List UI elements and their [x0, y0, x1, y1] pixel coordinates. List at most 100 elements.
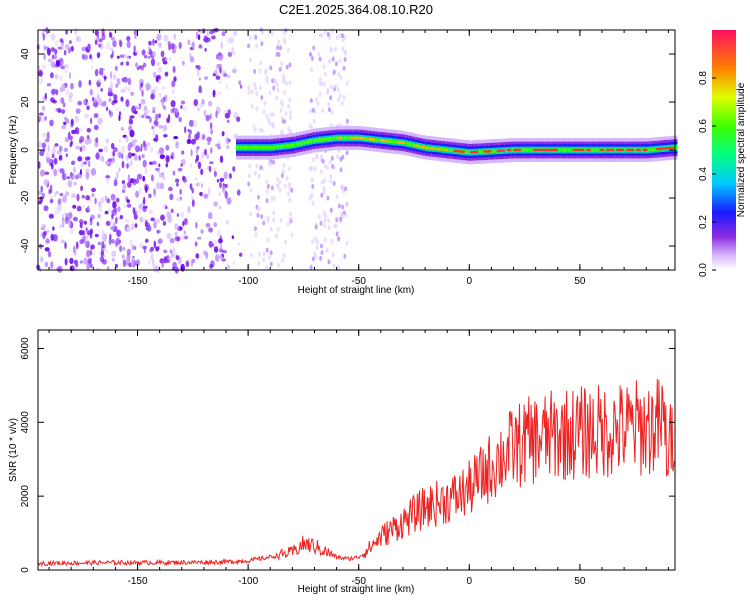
noise-band-blob [335, 35, 339, 40]
noise-band-blob [286, 47, 290, 53]
noise-band-blob [332, 181, 336, 186]
colorbar-tick-label: 0.8 [698, 71, 709, 85]
ridge-segment [282, 144, 286, 148]
noise-band-blob [318, 91, 322, 97]
colorbar-tick-label: 0.4 [698, 167, 709, 181]
noise-blob [100, 42, 104, 50]
noise-blob [69, 229, 74, 235]
noise-blob [205, 114, 210, 122]
noise-blob [95, 137, 99, 143]
ridge-peak [579, 148, 586, 152]
spectrogram-xtick-label: 0 [467, 276, 473, 287]
noise-blob [199, 191, 203, 197]
noise-blob [151, 106, 156, 111]
noise-blob [209, 113, 212, 120]
noise-band-blob [288, 97, 292, 102]
noise-blob [80, 185, 83, 192]
noise-blob [90, 244, 95, 250]
noise-band-blob [273, 78, 277, 84]
noise-band-blob [257, 194, 260, 200]
noise-blob [78, 80, 82, 88]
noise-blob [73, 27, 78, 35]
spectrogram-ytick-label: 20 [20, 96, 31, 108]
ridge-peak [399, 141, 406, 144]
noise-blob [225, 137, 230, 145]
noise-blob [87, 205, 90, 211]
noise-blob [112, 221, 116, 227]
noise-band-blob [308, 123, 312, 129]
noise-blob [164, 71, 169, 77]
noise-band-blob [278, 188, 282, 194]
noise-blob [188, 133, 191, 140]
noise-blob [77, 156, 83, 162]
noise-blob [198, 89, 203, 93]
noise-blob [172, 261, 177, 269]
noise-band-blob [309, 98, 313, 104]
noise-blob [97, 213, 101, 219]
noise-blob [204, 148, 207, 156]
noise-blob [201, 151, 204, 159]
noise-band-blob [272, 159, 275, 165]
noise-blob [169, 238, 175, 244]
noise-blob [84, 113, 89, 119]
noise-blob [135, 190, 139, 198]
noise-band-blob [283, 119, 286, 125]
noise-band-blob [287, 103, 291, 109]
noise-band-blob [260, 95, 264, 101]
spectrogram-y-axis-label: Frequency (Hz) [8, 116, 19, 185]
noise-band-blob [343, 34, 347, 40]
noise-blob [188, 129, 192, 135]
noise-blob [232, 166, 236, 172]
snr-y-axis-label: SNR (10 * v/v) [8, 418, 19, 482]
noise-band-blob [326, 195, 330, 201]
noise-band-blob [270, 30, 274, 36]
noise-blob [94, 68, 99, 77]
ridge-segment [388, 139, 393, 144]
noise-blob [129, 239, 133, 247]
noise-band-blob [289, 115, 293, 121]
noise-blob [97, 117, 103, 125]
noise-band-blob [276, 176, 279, 182]
noise-blob [173, 136, 179, 140]
noise-blob [140, 218, 146, 222]
ridge-segment [561, 148, 565, 152]
noise-band-blob [275, 233, 278, 239]
noise-blob [49, 199, 54, 204]
ridge-segment [315, 138, 320, 142]
noise-blob [50, 61, 56, 68]
noise-blob [193, 120, 198, 127]
noise-blob [181, 150, 185, 155]
noise-blob [118, 167, 121, 172]
noise-blob [139, 188, 142, 195]
noise-band-blob [311, 184, 315, 189]
ridge-peak [443, 148, 450, 152]
noise-blob [234, 65, 237, 70]
noise-blob [143, 143, 148, 151]
noise-blob [220, 41, 223, 50]
noise-blob [208, 227, 214, 233]
noise-blob [213, 201, 219, 207]
noise-band-blob [335, 231, 339, 237]
noise-blob [80, 161, 84, 168]
noise-band-blob [336, 265, 340, 271]
noise-blob [172, 170, 176, 176]
noise-band-blob [315, 96, 319, 102]
noise-blob [112, 201, 117, 209]
noise-blob [91, 56, 94, 62]
noise-band-blob [266, 237, 270, 243]
noise-blob [43, 52, 46, 61]
noise-blob [105, 175, 110, 179]
noise-blob [84, 139, 90, 145]
noise-band-blob [340, 184, 344, 190]
noise-band-blob [272, 217, 276, 223]
noise-blob [75, 35, 79, 42]
noise-blob [64, 116, 67, 121]
noise-band-blob [253, 81, 256, 87]
noise-blob [145, 82, 151, 91]
noise-blob [178, 42, 182, 49]
colorbar: 0.0 0.2 0.4 0.6 0.8 Normalized spectral ampl… [698, 30, 747, 277]
noise-blob [227, 264, 230, 270]
noise-band-blob [339, 167, 343, 173]
noise-blob [46, 83, 52, 87]
noise-blob [211, 28, 217, 33]
